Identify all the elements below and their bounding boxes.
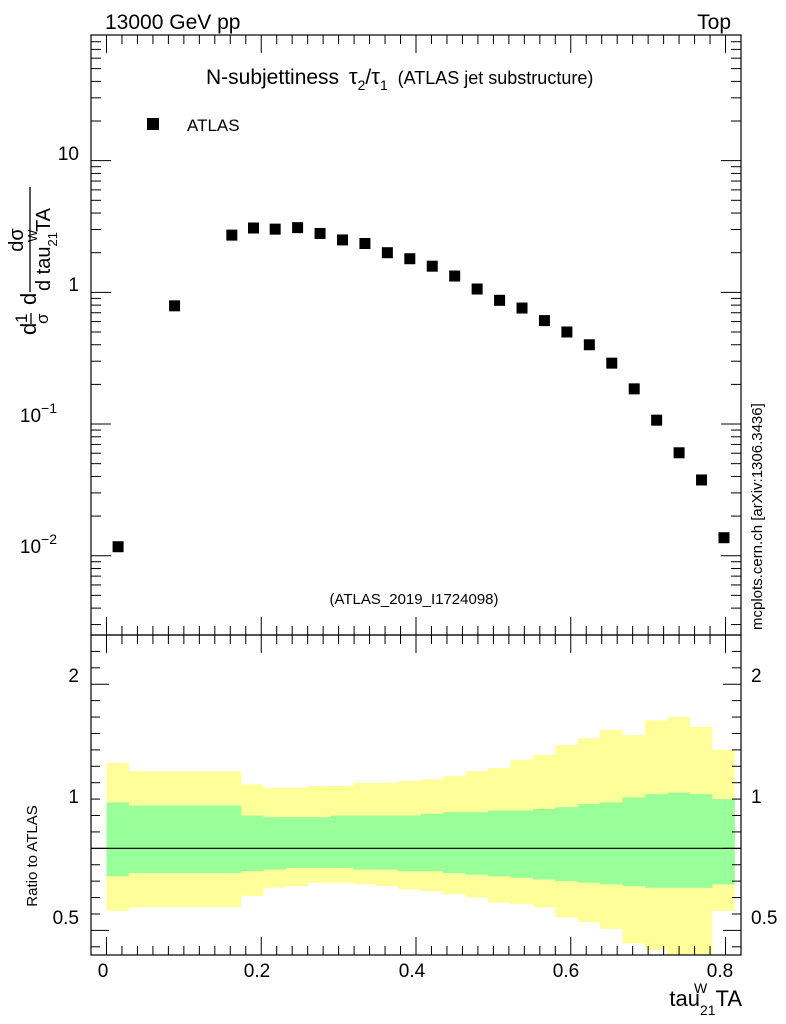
data-point — [606, 357, 618, 369]
x-tick-label: 0.8 — [707, 961, 733, 982]
green-band — [106, 792, 735, 888]
y-tick-label: 10−2 — [20, 531, 57, 558]
ratio-y-tick-label: 1 — [68, 787, 79, 808]
data-point — [583, 339, 595, 351]
data-point — [628, 383, 640, 395]
data-point — [292, 222, 304, 234]
y-tick-label: 10−1 — [20, 400, 57, 427]
data-point — [651, 414, 663, 426]
data-point — [248, 222, 259, 234]
svg-text:W: W — [25, 229, 40, 242]
ratio-y-tick-labels: 0.5 1 2 0.5 1 2 — [53, 666, 778, 929]
svg-text:σ: σ — [33, 313, 52, 324]
main-y-axis-label: d 1 σ d dσ d tau21TA W — [6, 187, 60, 335]
ratio-y-tick-label: 0.5 — [53, 908, 79, 929]
ratio-uncertainty-bands — [106, 717, 735, 955]
data-point — [112, 541, 124, 553]
data-markers — [112, 222, 730, 553]
ratio-y-tick-label-right: 0.5 — [751, 908, 777, 929]
x-tick-label: 0.2 — [244, 961, 270, 982]
ratio-y-axis-label: Ratio to ATLAS — [24, 805, 41, 906]
ratio-y-tick-label-right: 1 — [751, 787, 762, 808]
legend-label: ATLAS — [187, 116, 240, 135]
data-point — [673, 447, 685, 459]
ratio-panel-frame — [90, 634, 742, 956]
data-point — [516, 302, 528, 314]
svg-text:d: d — [16, 293, 41, 305]
x-tick-label: 0.6 — [553, 961, 579, 982]
y-tick-label: 10 — [58, 144, 79, 165]
data-point — [561, 326, 573, 338]
energy-label: 13000 GeV pp — [105, 11, 240, 34]
x-tick-label: 0 — [98, 961, 109, 982]
data-point — [696, 474, 708, 486]
svg-text:d tau21TA: d tau21TA — [33, 207, 60, 291]
data-point — [404, 253, 416, 265]
chart-title: N-subjettiness τ2/τ1 (ATLAS jet substruc… — [206, 64, 593, 95]
data-point — [471, 283, 483, 295]
data-point — [359, 237, 371, 249]
data-point — [269, 223, 281, 235]
data-point — [336, 234, 348, 246]
x-axis-label-sup: W — [694, 980, 708, 996]
main-axis-ticks — [91, 34, 741, 635]
svg-text:1: 1 — [12, 314, 31, 323]
legend-marker — [147, 118, 159, 130]
data-point — [381, 247, 393, 259]
process-label: Top — [697, 11, 731, 34]
analysis-watermark: (ATLAS_2019_I1724098) — [329, 591, 498, 608]
x-tick-label: 0.4 — [399, 961, 426, 982]
y-tick-label: 1 — [68, 275, 79, 296]
data-point — [426, 260, 438, 272]
svg-text:d: d — [16, 323, 41, 335]
data-point — [449, 270, 461, 282]
data-point — [494, 294, 506, 306]
x-axis-label: tau21TA — [669, 986, 742, 1018]
data-point — [314, 227, 326, 239]
data-point — [538, 315, 550, 327]
side-label: mcplots.cern.ch [arXiv:1306.3436] — [749, 403, 766, 630]
ratio-y-tick-label: 2 — [68, 666, 79, 687]
data-point — [718, 532, 730, 544]
ratio-y-tick-label-right: 2 — [751, 666, 762, 687]
main-y-tick-labels: 10 1 10−1 10−2 — [20, 144, 79, 558]
data-point — [226, 229, 238, 241]
svg-text:dσ: dσ — [6, 228, 28, 252]
x-tick-labels: 0 0.2 0.4 0.6 0.8 — [98, 961, 734, 982]
ratio-axis-ticks — [91, 635, 741, 955]
data-point — [169, 300, 181, 312]
